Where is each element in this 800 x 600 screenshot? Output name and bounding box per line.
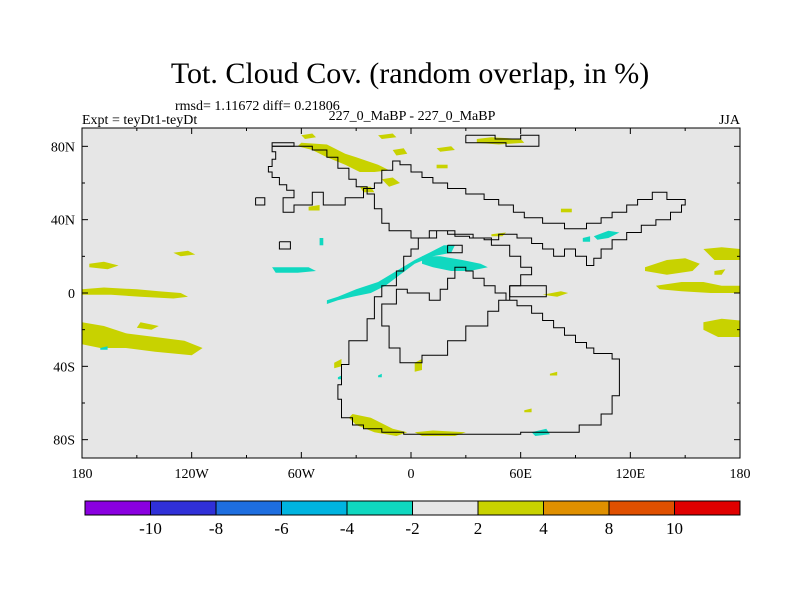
land-fragment-0 (271, 142, 295, 147)
positive-anomaly-region-2 (173, 250, 196, 257)
positive-anomaly-region-8 (381, 177, 400, 187)
axes: 180 120W 60W 0 60E 120E 180 80N 40N 0 40S 80S (51, 128, 751, 482)
positive-anomaly-region-1 (89, 261, 119, 270)
x-tick-label-3: 0 (408, 467, 415, 482)
land-fragment-5 (509, 285, 547, 298)
negative-anomaly-region-7 (337, 375, 342, 380)
land-fragment-4 (447, 244, 463, 254)
colorbar-label-6: 4 (539, 519, 548, 538)
stats-label: rmsd= 1.11672 diff= 0.21806 (175, 99, 340, 114)
positive-anomaly-region-14 (436, 146, 455, 152)
colorbar-label-5: 2 (474, 519, 483, 538)
positive-anomaly-region-26 (348, 414, 408, 436)
positive-anomaly-region-10 (378, 133, 397, 139)
colorbar-label-4: -2 (405, 519, 419, 538)
colorbar-box-4 (346, 500, 413, 516)
colorbar: -10 -8 -6 -4 -2 2 4 8 10 (84, 500, 741, 538)
positive-anomaly-region-4 (136, 322, 159, 330)
positive-anomaly-region-18 (645, 258, 700, 275)
negative-anomaly-region-2 (272, 267, 316, 273)
case-label: 227_0_MaBP - 227_0_MaBP (329, 109, 496, 124)
colorbar-label-7: 8 (605, 519, 614, 538)
continent-outline-layer (255, 134, 686, 435)
y-tick-label-3: 40S (53, 360, 75, 375)
colorbar-label-1: -8 (209, 519, 223, 538)
map-panel (81, 127, 741, 459)
positive-anomaly-region-24 (334, 359, 342, 369)
x-tick-label-2: 60W (288, 467, 316, 482)
positive-anomaly-region-29 (524, 408, 532, 413)
colorbar-label-8: 10 (666, 519, 683, 538)
negative-anomaly-region-3 (319, 238, 324, 246)
negative-anomaly-region-1 (422, 256, 488, 271)
colorbar-box-9 (674, 500, 741, 516)
season-label: JJA (719, 113, 741, 128)
positive-anomaly-region-9 (392, 148, 408, 156)
land-fragment-2 (255, 197, 266, 206)
chart-title: Tot. Cloud Cov. (random overlap, in %) (171, 57, 649, 90)
colorbar-box-6 (477, 500, 544, 516)
negative-anomaly-region-5 (582, 236, 591, 242)
positive-anomaly-region-6 (301, 133, 316, 139)
continent-outline (267, 145, 686, 435)
experiment-label: Expt = teyDt1-teyDt (82, 113, 197, 128)
land-fragment-1 (465, 134, 540, 147)
negative-anomaly-region-4 (593, 230, 620, 240)
y-tick-label-2: 0 (68, 287, 75, 302)
x-tick-label-0: 180 (72, 467, 93, 482)
colorbar-label-3: -4 (340, 519, 355, 538)
colorbar-label-0: -10 (139, 519, 162, 538)
positive-anomaly-region-0 (82, 287, 188, 299)
negative-anomaly-region-8 (378, 373, 382, 378)
x-tick-label-6: 180 (730, 467, 751, 482)
positive-anomaly-region-19 (703, 247, 740, 260)
land-fragment-3 (278, 241, 291, 250)
positive-anomaly-region-21 (655, 282, 740, 293)
x-tick-label-5: 120E (616, 467, 646, 482)
x-tick-label-1: 120W (175, 467, 210, 482)
colorbar-box-7 (543, 500, 610, 516)
negative-anomaly-region-9 (100, 346, 108, 350)
colorbar-box-3 (281, 500, 348, 516)
positive-anomaly-region-3 (82, 322, 203, 356)
colorbar-box-0 (84, 500, 151, 516)
y-tick-label-0: 80N (51, 140, 75, 155)
positive-anomaly-region-28 (549, 371, 558, 376)
positive-anomaly-region-20 (714, 269, 726, 275)
x-tick-label-4: 60E (509, 467, 532, 482)
positive-anomaly-region-23 (542, 291, 569, 297)
y-tick-label-1: 40N (51, 214, 75, 229)
negative-contour-layer (100, 230, 620, 436)
positive-anomaly-region-15 (436, 164, 448, 169)
colorbar-box-5 (412, 500, 479, 516)
positive-anomaly-region-12 (308, 205, 320, 211)
colorbar-label-2: -6 (274, 519, 288, 538)
positive-anomaly-region-17 (560, 208, 572, 213)
positive-anomaly-region-22 (703, 318, 740, 337)
colorbar-box-8 (608, 500, 675, 516)
colorbar-box-1 (150, 500, 217, 516)
colorbar-box-2 (215, 500, 282, 516)
y-tick-label-4: 80S (53, 434, 75, 449)
positive-anomaly-region-5 (82, 337, 93, 345)
